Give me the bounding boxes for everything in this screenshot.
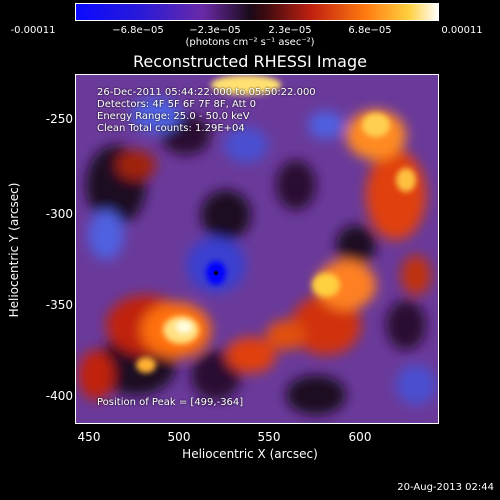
colorbar bbox=[75, 3, 439, 21]
colorbar-tick: −6.8e−05 bbox=[112, 25, 164, 36]
image-heatmap bbox=[76, 75, 438, 423]
plot-title: Reconstructed RHESSI Image bbox=[133, 52, 367, 71]
colorbar-unit: (photons cm⁻² s⁻¹ asec⁻²) bbox=[185, 37, 315, 48]
timestamp: 20-Aug-2013 02:44 bbox=[397, 482, 494, 493]
info-peak: Position of Peak = [499,-364] bbox=[97, 397, 244, 408]
y-tick: -400 bbox=[45, 389, 73, 403]
y-axis-label: Heliocentric Y (arcsec) bbox=[7, 182, 21, 318]
colorbar-ticks: -0.00011 −6.8e−05 −2.3e−05 2.3e−05 6.8e−… bbox=[0, 23, 500, 39]
x-tick: 600 bbox=[348, 430, 372, 444]
y-tick: -300 bbox=[45, 207, 73, 221]
colorbar-tick: −2.3e−05 bbox=[189, 25, 241, 36]
info-clean: Clean Total counts: 1.29E+04 bbox=[97, 123, 245, 134]
colorbar-gradient bbox=[76, 4, 438, 20]
info-energy: Energy Range: 25.0 - 50.0 keV bbox=[97, 111, 250, 122]
info-time: 26-Dec-2011 05:44:22.000 to 05:50:22.000 bbox=[97, 87, 316, 98]
colorbar-tick: -0.00011 bbox=[10, 25, 56, 36]
x-tick: 450 bbox=[77, 430, 101, 444]
colorbar-tick: 6.8e−05 bbox=[348, 25, 392, 36]
info-detectors: Detectors: 4F 5F 6F 7F 8F, Att 0 bbox=[97, 99, 257, 110]
colorbar-tick: 2.3e−05 bbox=[268, 25, 312, 36]
x-tick: 550 bbox=[257, 430, 281, 444]
y-tick: -250 bbox=[45, 112, 73, 126]
peak-marker bbox=[214, 271, 218, 275]
x-tick: 500 bbox=[167, 430, 191, 444]
colorbar-tick: 0.00011 bbox=[441, 25, 483, 36]
rhessi-image bbox=[75, 74, 439, 424]
y-tick: -350 bbox=[45, 298, 73, 312]
x-axis-label: Heliocentric X (arcsec) bbox=[182, 447, 318, 461]
